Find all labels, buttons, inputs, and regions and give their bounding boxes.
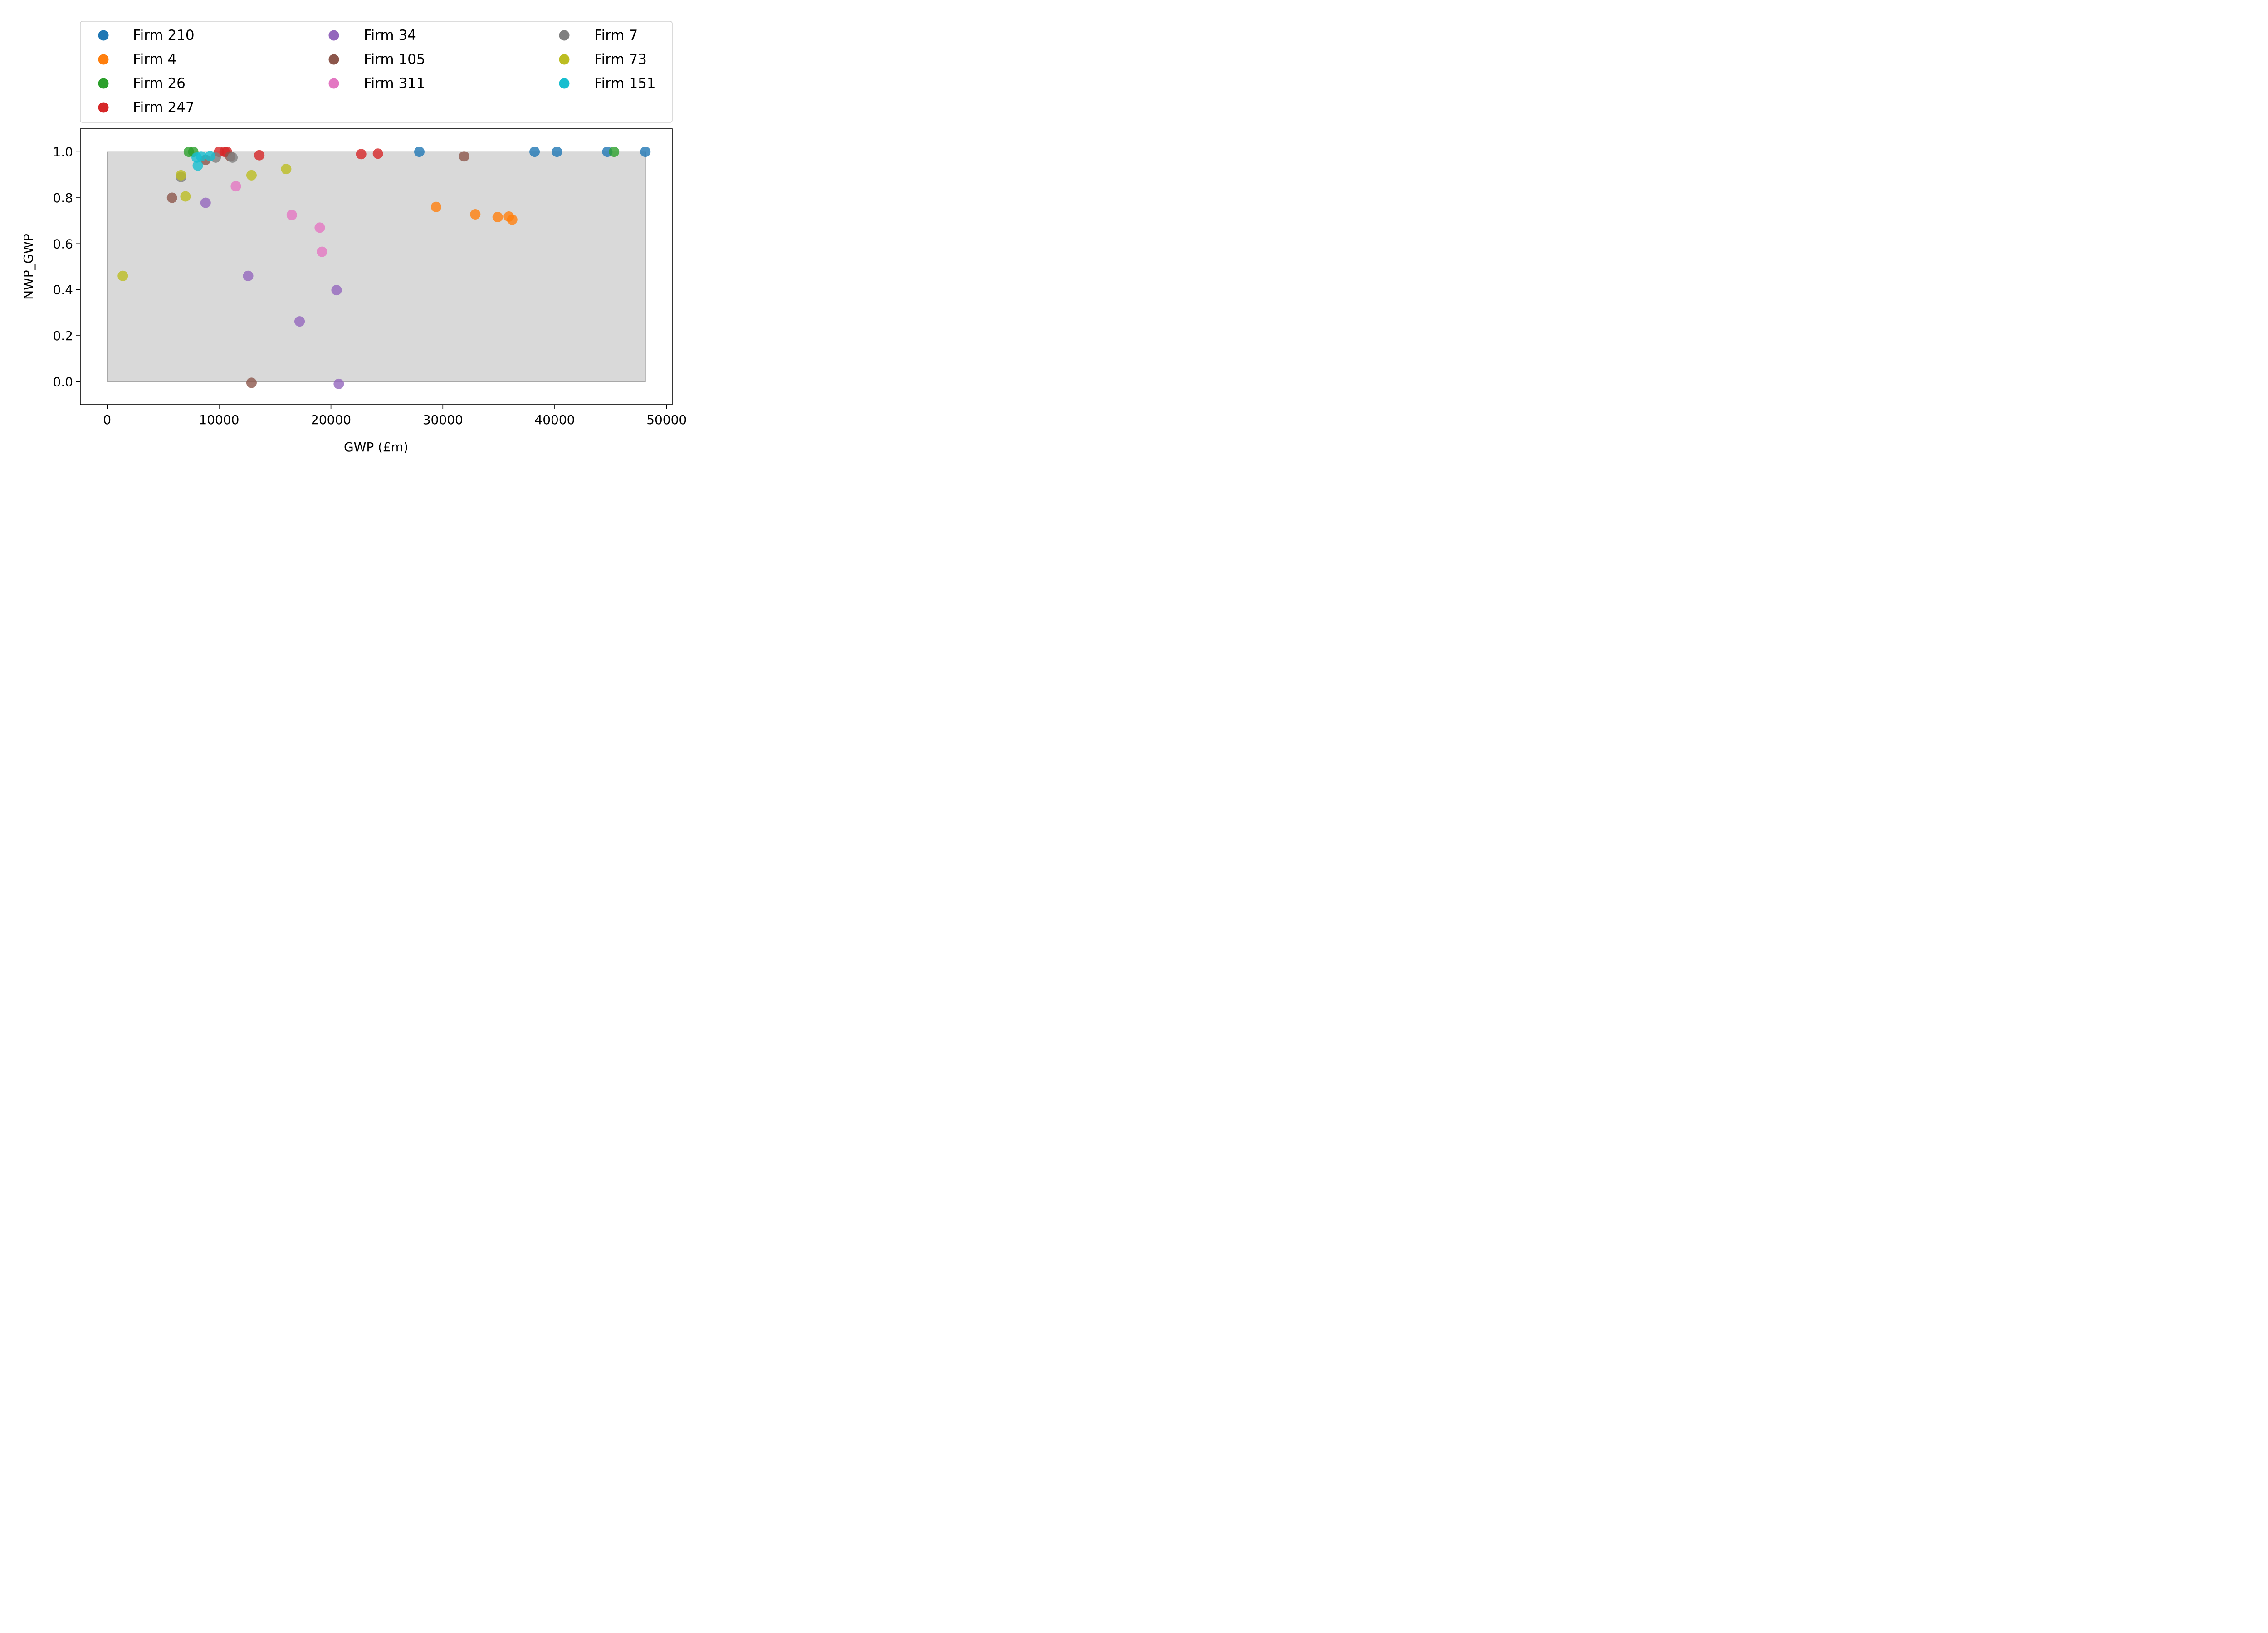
data-point — [200, 197, 211, 208]
shaded-region-layer — [107, 151, 646, 382]
data-point — [356, 149, 367, 160]
data-point — [430, 201, 441, 212]
data-point — [196, 151, 206, 162]
data-point — [640, 147, 651, 157]
data-point — [180, 191, 191, 202]
legend-item: Firm 151 — [559, 75, 656, 92]
legend: Firm 210 Firm 4 Firm 26 Firm 247 Firm 34 Firm… — [80, 21, 673, 123]
data-point — [331, 285, 342, 296]
legend-label: Firm 105 — [364, 51, 425, 68]
x-tick-label: 40000 — [534, 412, 575, 427]
data-point — [529, 147, 540, 157]
x-axis-label: GWP (£m) — [344, 440, 408, 455]
data-point — [243, 270, 254, 281]
plot-frame — [80, 128, 673, 405]
legend-marker — [98, 54, 109, 65]
data-point — [227, 152, 238, 163]
x-tick-label: 50000 — [646, 412, 687, 427]
data-point — [314, 222, 325, 233]
data-point — [333, 378, 344, 389]
data-point — [317, 246, 327, 257]
data-point — [459, 151, 469, 162]
data-point — [507, 214, 518, 225]
data-point — [414, 147, 425, 157]
y-tick-label: 0.4 — [53, 283, 73, 298]
data-point — [372, 148, 383, 159]
data-point — [294, 316, 305, 327]
data-points-layer — [117, 147, 651, 389]
data-point — [117, 270, 128, 281]
data-point — [246, 377, 257, 388]
legend-frame — [80, 21, 673, 123]
y-tick-label: 0.0 — [53, 374, 73, 389]
data-point — [552, 147, 562, 157]
data-point — [492, 212, 503, 223]
legend-marker — [328, 30, 339, 41]
legend-item: Firm 311 — [328, 75, 425, 92]
legend-label: Firm 7 — [594, 27, 638, 44]
legend-item: Firm 34 — [328, 27, 416, 44]
data-point — [281, 164, 292, 175]
legend-marker — [98, 30, 109, 41]
legend-item: Firm 210 — [98, 27, 195, 44]
y-axis: 0.0 0.2 0.4 0.6 0.8 1.0 — [53, 145, 80, 389]
legend-item: Firm 105 — [328, 51, 425, 68]
legend-label: Firm 210 — [133, 27, 195, 44]
legend-marker — [559, 78, 570, 89]
data-point — [192, 160, 203, 171]
y-tick-label: 0.2 — [53, 328, 73, 343]
y-tick-label: 0.8 — [53, 191, 73, 205]
y-tick-label: 1.0 — [53, 145, 73, 160]
data-point — [470, 209, 481, 220]
data-point — [230, 181, 241, 192]
x-tick-label: 10000 — [199, 412, 239, 427]
legend-marker — [98, 102, 109, 113]
legend-item: Firm 26 — [98, 75, 186, 92]
legend-marker — [559, 30, 570, 41]
scatter-chart: 0 10000 20000 30000 40000 50000 0.00.20.40.60… — [21, 21, 687, 455]
data-point — [205, 151, 215, 161]
legend-item: Firm 7 — [559, 27, 638, 44]
legend-label: Firm 4 — [133, 51, 176, 68]
data-point — [609, 147, 620, 157]
legend-marker — [328, 78, 339, 89]
shaded-region — [107, 151, 646, 382]
legend-label: Firm 151 — [594, 75, 656, 92]
x-tick-label: 30000 — [423, 412, 463, 427]
x-axis: 0 10000 20000 30000 40000 50000 — [103, 405, 687, 427]
data-point — [176, 170, 186, 181]
legend-item: Firm 247 — [98, 99, 195, 116]
legend-marker — [98, 78, 109, 89]
data-point — [166, 192, 177, 203]
legend-marker — [559, 54, 570, 65]
legend-label: Firm 247 — [133, 99, 195, 116]
x-tick-label: 20000 — [311, 412, 351, 427]
x-tick-label: 0 — [103, 412, 111, 427]
data-point — [246, 170, 257, 181]
legend-marker — [328, 54, 339, 65]
legend-item: Firm 4 — [98, 51, 176, 68]
y-axis-label: NWP_GWP — [21, 234, 36, 300]
legend-label: Firm 26 — [133, 75, 186, 92]
legend-item: Firm 73 — [559, 51, 647, 68]
legend-label: Firm 311 — [364, 75, 425, 92]
data-point — [254, 150, 265, 161]
legend-label: Firm 34 — [364, 27, 416, 44]
y-tick-label: 0.6 — [53, 236, 73, 251]
legend-label: Firm 73 — [594, 51, 647, 68]
data-point — [286, 210, 297, 220]
